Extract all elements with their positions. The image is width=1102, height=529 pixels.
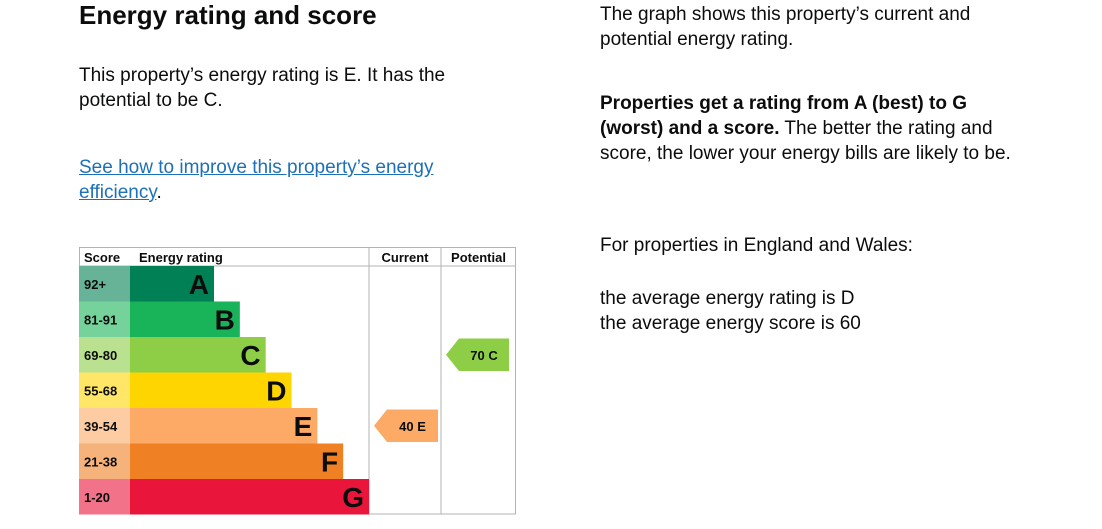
band-letter-f: F (321, 446, 338, 477)
rating-band-b (79, 301, 240, 337)
page-title: Energy rating and score (79, 0, 377, 30)
energy-rating-graph: Score Energy rating Current Potential 92+ A 81… (79, 247, 516, 515)
score-label-d: 55-68 (84, 383, 117, 398)
header-energy-rating: Energy rating (139, 250, 223, 265)
band-letter-g: G (342, 482, 364, 513)
score-cell-shade (79, 408, 130, 444)
improve-efficiency-link[interactable]: See how to improve this property’s energ… (79, 157, 434, 203)
band-letter-c: C (240, 340, 260, 371)
header-current: Current (382, 250, 430, 265)
ratings-explanation-bold: Properties get a rating from A (best) to… (600, 93, 968, 139)
current-rating-label: 40 E (399, 419, 426, 434)
score-label-c: 69-80 (84, 348, 117, 363)
potential-rating-marker (446, 338, 509, 371)
rating-band-c (79, 337, 266, 373)
rating-band-d (79, 372, 292, 408)
score-cell-shade (79, 301, 130, 337)
ratings-explanation: Properties get a rating from A (best) to… (600, 91, 1020, 166)
score-cell-shade (79, 479, 130, 515)
current-rating-marker (374, 409, 438, 442)
score-label-b: 81-91 (84, 312, 117, 327)
score-label-g: 1-20 (84, 490, 110, 505)
rating-band-a (79, 266, 214, 302)
graph-description: The graph shows this property’s current … (600, 4, 971, 50)
energy-rating-chart: Score Energy rating Current Potential 92+ A 81… (79, 247, 517, 515)
header-score: Score (84, 250, 120, 265)
rating-band-f (79, 443, 344, 479)
rating-text: This property’s energy rating is E. It h… (79, 65, 446, 111)
average-score: the average energy score is 60 (600, 313, 861, 334)
header-potential: Potential (451, 250, 506, 265)
score-cell-shade (79, 443, 130, 479)
score-cell-shade (79, 266, 130, 302)
score-label-a: 92+ (84, 277, 106, 292)
rating-band-g (79, 479, 369, 515)
improve-link-suffix: . (156, 182, 162, 203)
rating-band-e (79, 408, 318, 444)
ratings-explanation-rest: The better the rating and score, the low… (600, 118, 1011, 164)
score-label-f: 21-38 (84, 454, 117, 469)
band-letter-e: E (294, 411, 313, 442)
average-rating: the average energy rating is D (600, 288, 855, 309)
potential-rating-label: 70 C (470, 348, 498, 363)
score-cell-shade (79, 337, 130, 373)
band-letter-a: A (189, 269, 209, 300)
score-cell-shade (79, 372, 130, 408)
band-letter-b: B (215, 304, 235, 335)
band-letter-d: D (266, 375, 286, 406)
score-label-e: 39-54 (84, 419, 118, 434)
improve-paragraph: See how to improve this property’s energ… (79, 155, 509, 205)
region-text: For properties in England and Wales: (600, 235, 913, 256)
